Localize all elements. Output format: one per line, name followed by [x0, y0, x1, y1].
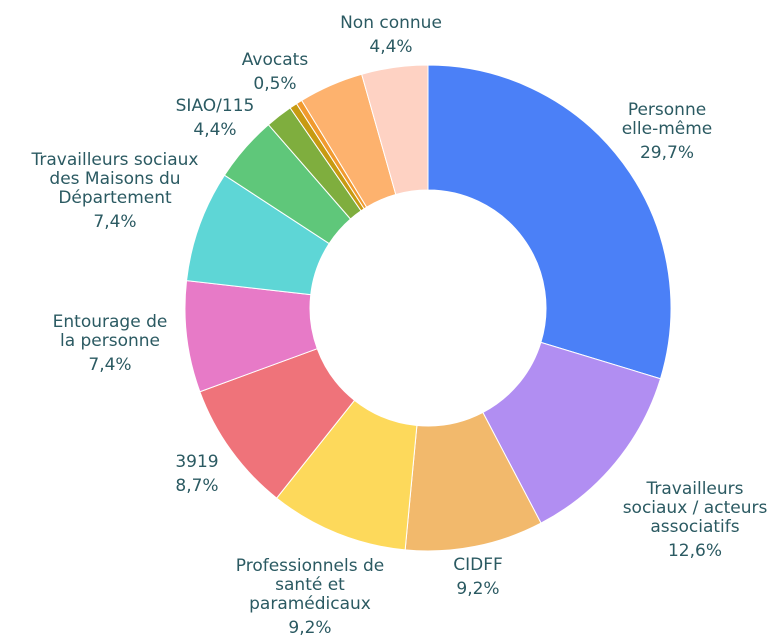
value-label: 7,4%: [93, 212, 136, 232]
donut-segment: [427, 64, 672, 380]
category-label: CIDFF: [453, 555, 503, 575]
value-label: 8,7%: [175, 476, 218, 496]
category-label: Professionnels de santé et paramédicaux: [236, 556, 385, 614]
category-label: 3919: [175, 452, 218, 472]
category-label: Travailleurs sociaux des Maisons du Départ…: [30, 150, 198, 208]
category-label: Personne elle-même: [622, 100, 713, 139]
value-label: 4,4%: [193, 120, 236, 140]
category-label: Non connue: [340, 13, 442, 33]
value-label: 9,2%: [288, 618, 331, 637]
value-label: 29,7%: [640, 143, 694, 163]
category-label: Avocats: [242, 50, 309, 70]
value-label: 7,4%: [88, 355, 131, 375]
value-label: 12,6%: [668, 541, 722, 561]
value-label: 4,4%: [369, 37, 412, 57]
value-label: 0,5%: [253, 74, 296, 94]
value-label: 9,2%: [456, 579, 499, 599]
donut-segment: [361, 64, 429, 196]
category-label: Travailleurs sociaux / acteurs associatifs: [623, 479, 768, 537]
category-label: SIAO/115: [176, 96, 255, 116]
category-label: Entourage de la personne: [53, 312, 168, 351]
